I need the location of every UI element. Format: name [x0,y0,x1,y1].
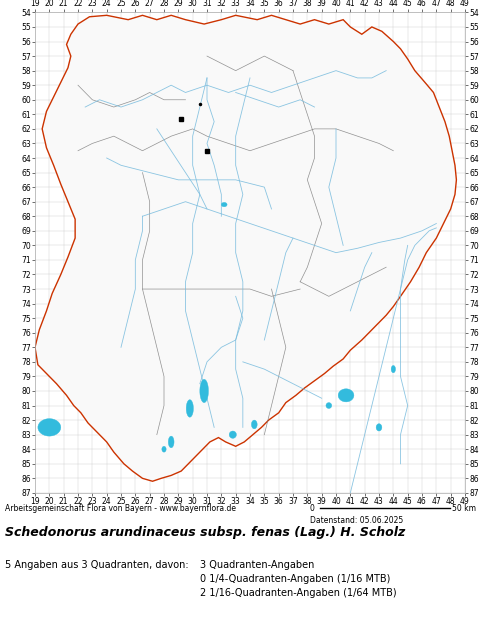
Polygon shape [391,366,396,373]
Text: Schedonorus arundinaceus subsp. fenas (Lag.) H. Scholz: Schedonorus arundinaceus subsp. fenas (L… [5,526,405,539]
Polygon shape [162,446,166,452]
Polygon shape [338,389,354,402]
Polygon shape [376,423,382,431]
Polygon shape [252,420,257,429]
Polygon shape [229,431,236,438]
Text: 5 Angaben aus 3 Quadranten, davon:: 5 Angaben aus 3 Quadranten, davon: [5,560,188,570]
Text: Datenstand: 05.06.2025: Datenstand: 05.06.2025 [310,516,403,525]
Text: 0: 0 [310,504,315,513]
Text: 50 km: 50 km [452,504,476,513]
Text: 3 Quadranten-Angaben: 3 Quadranten-Angaben [200,560,314,570]
Text: 2 1/16-Quadranten-Angaben (1/64 MTB): 2 1/16-Quadranten-Angaben (1/64 MTB) [200,588,396,598]
Polygon shape [186,400,194,417]
Polygon shape [168,436,174,448]
Polygon shape [35,16,456,481]
Polygon shape [222,202,227,207]
Polygon shape [326,402,332,409]
Polygon shape [38,418,61,436]
Text: 0 1/4-Quadranten-Angaben (1/16 MTB): 0 1/4-Quadranten-Angaben (1/16 MTB) [200,574,390,584]
Text: Arbeitsgemeinschaft Flora von Bayern - www.bayernflora.de: Arbeitsgemeinschaft Flora von Bayern - w… [5,504,236,513]
Polygon shape [200,379,208,402]
